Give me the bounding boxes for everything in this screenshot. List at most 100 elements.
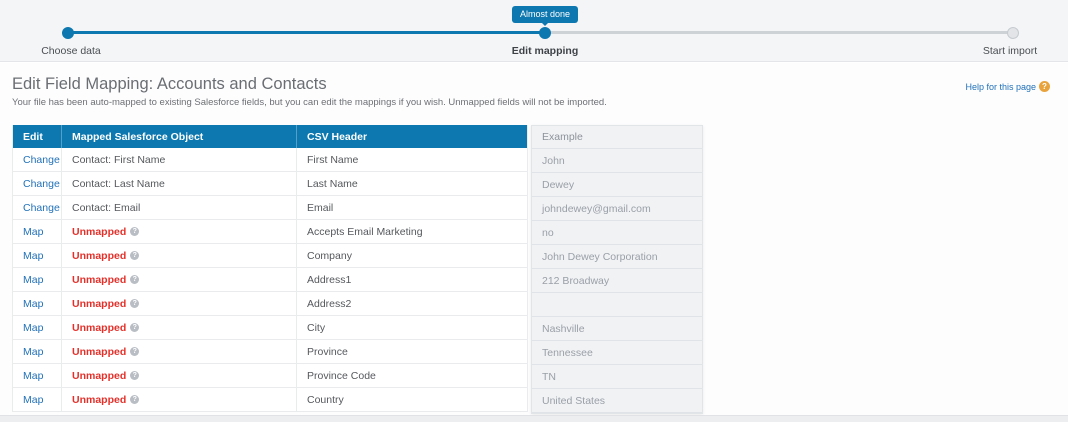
info-icon[interactable]: ?	[130, 347, 140, 356]
mapped-object-value: Contact: First Name	[72, 153, 166, 166]
example-cell: no	[532, 221, 702, 245]
csv-header-value: Province Code	[307, 369, 376, 382]
mapped-object-cell: Unmapped?	[61, 388, 296, 411]
column-header-example: Example	[532, 126, 702, 149]
example-cell: United States	[532, 389, 702, 413]
csv-header-value: Last Name	[307, 177, 358, 190]
step-dot-start-import	[1007, 27, 1019, 39]
csv-header-cell: Last Name	[296, 172, 527, 195]
table-row: Map Unmapped? Accepts Email Marketing	[13, 220, 527, 244]
change-link[interactable]: Change	[23, 153, 60, 166]
edit-cell: Map	[13, 274, 61, 286]
csv-header-cell: Accepts Email Marketing	[296, 220, 527, 243]
csv-header-value: Address2	[307, 297, 352, 310]
csv-header-cell: Province	[296, 340, 527, 363]
table-row: Map Unmapped? Country	[13, 388, 527, 412]
example-cell: Dewey	[532, 173, 702, 197]
page-bottom-strip	[0, 415, 1068, 422]
mapped-object-cell: Unmapped?	[61, 268, 296, 291]
help-question-icon: ?	[1039, 81, 1050, 92]
info-icon[interactable]: ?	[130, 227, 140, 236]
table-row: Change Contact: Last Name Last Name	[13, 172, 527, 196]
table-row: Change Contact: First Name First Name	[13, 148, 527, 172]
example-cell: 212 Broadway	[532, 269, 702, 293]
map-link[interactable]: Map	[23, 273, 44, 286]
example-cell: John Dewey Corporation	[532, 245, 702, 269]
map-link[interactable]: Map	[23, 297, 44, 310]
help-link-label: Help for this page	[965, 81, 1036, 92]
csv-header-cell: Country	[296, 388, 527, 411]
table-row: Map Unmapped? Address2	[13, 292, 527, 316]
table-row: Map Unmapped? Province Code	[13, 364, 527, 388]
help-for-this-page-link[interactable]: Help for this page ?	[965, 81, 1050, 92]
main-content: Edit Field Mapping: Accounts and Contact…	[0, 63, 1068, 415]
csv-header-value: Company	[307, 249, 352, 262]
info-icon[interactable]: ?	[130, 275, 140, 284]
unmapped-label: Unmapped	[72, 297, 127, 310]
info-icon[interactable]: ?	[130, 299, 140, 308]
mapped-object-cell: Unmapped?	[61, 220, 296, 243]
edit-cell: Map	[13, 394, 61, 406]
edit-cell: Change	[13, 202, 61, 214]
mapped-object-cell: Contact: Last Name	[61, 172, 296, 195]
map-link[interactable]: Map	[23, 321, 44, 334]
table-row: Change Contact: Email Email	[13, 196, 527, 220]
table-header-row: Edit Mapped Salesforce Object CSV Header	[13, 125, 527, 148]
unmapped-label: Unmapped	[72, 225, 127, 238]
column-header-mapped-object: Mapped Salesforce Object	[61, 125, 296, 148]
map-link[interactable]: Map	[23, 249, 44, 262]
mapped-object-cell: Unmapped?	[61, 316, 296, 339]
info-icon[interactable]: ?	[130, 251, 140, 260]
mapped-object-cell: Contact: Email	[61, 196, 296, 219]
unmapped-label: Unmapped	[72, 369, 127, 382]
info-icon[interactable]: ?	[130, 323, 140, 332]
edit-cell: Map	[13, 346, 61, 358]
step-label-edit-mapping: Edit mapping	[511, 45, 579, 57]
csv-header-cell: City	[296, 316, 527, 339]
unmapped-label: Unmapped	[72, 393, 127, 406]
edit-cell: Map	[13, 322, 61, 334]
edit-cell: Map	[13, 298, 61, 310]
edit-cell: Change	[13, 154, 61, 166]
example-cell: John	[532, 149, 702, 173]
info-icon[interactable]: ?	[130, 371, 140, 380]
unmapped-label: Unmapped	[72, 345, 127, 358]
step-label-start-import: Start import	[982, 45, 1038, 57]
example-cell: Nashville	[532, 317, 702, 341]
progress-line-remaining	[545, 31, 1013, 34]
csv-header-value: Email	[307, 201, 334, 214]
table-row: Map Unmapped? City	[13, 316, 527, 340]
csv-header-cell: First Name	[296, 148, 527, 171]
map-link[interactable]: Map	[23, 393, 44, 406]
almost-done-badge: Almost done	[511, 6, 579, 23]
csv-header-cell: Company	[296, 244, 527, 267]
info-icon[interactable]: ?	[130, 395, 140, 404]
map-link[interactable]: Map	[23, 345, 44, 358]
change-link[interactable]: Change	[23, 201, 60, 214]
csv-header-cell: Email	[296, 196, 527, 219]
csv-header-value: Province	[307, 345, 348, 358]
page-title: Edit Field Mapping: Accounts and Contact…	[12, 75, 327, 93]
step-dot-edit-mapping	[539, 27, 551, 39]
mapped-object-value: Contact: Email	[72, 201, 141, 214]
edit-cell: Map	[13, 250, 61, 262]
example-cell	[532, 293, 702, 317]
example-cell: TN	[532, 365, 702, 389]
mapped-object-cell: Unmapped?	[61, 244, 296, 267]
mapped-object-cell: Unmapped?	[61, 364, 296, 387]
table-row: Map Unmapped? Address1	[13, 268, 527, 292]
change-link[interactable]: Change	[23, 177, 60, 190]
csv-header-value: Accepts Email Marketing	[307, 225, 423, 238]
csv-header-value: First Name	[307, 153, 359, 166]
map-link[interactable]: Map	[23, 369, 44, 382]
unmapped-label: Unmapped	[72, 249, 127, 262]
map-link[interactable]: Map	[23, 225, 44, 238]
mapped-object-cell: Unmapped?	[61, 292, 296, 315]
table-row: Map Unmapped? Province	[13, 340, 527, 364]
table-row: Map Unmapped? Company	[13, 244, 527, 268]
table-body: Change Contact: First Name First Name Chang…	[13, 148, 527, 412]
example-body: John Dewey johndewey@gmail.com no John Dewey…	[532, 149, 702, 413]
mapped-object-cell: Unmapped?	[61, 340, 296, 363]
mapped-object-value: Contact: Last Name	[72, 177, 165, 190]
step-dot-choose-data	[62, 27, 74, 39]
